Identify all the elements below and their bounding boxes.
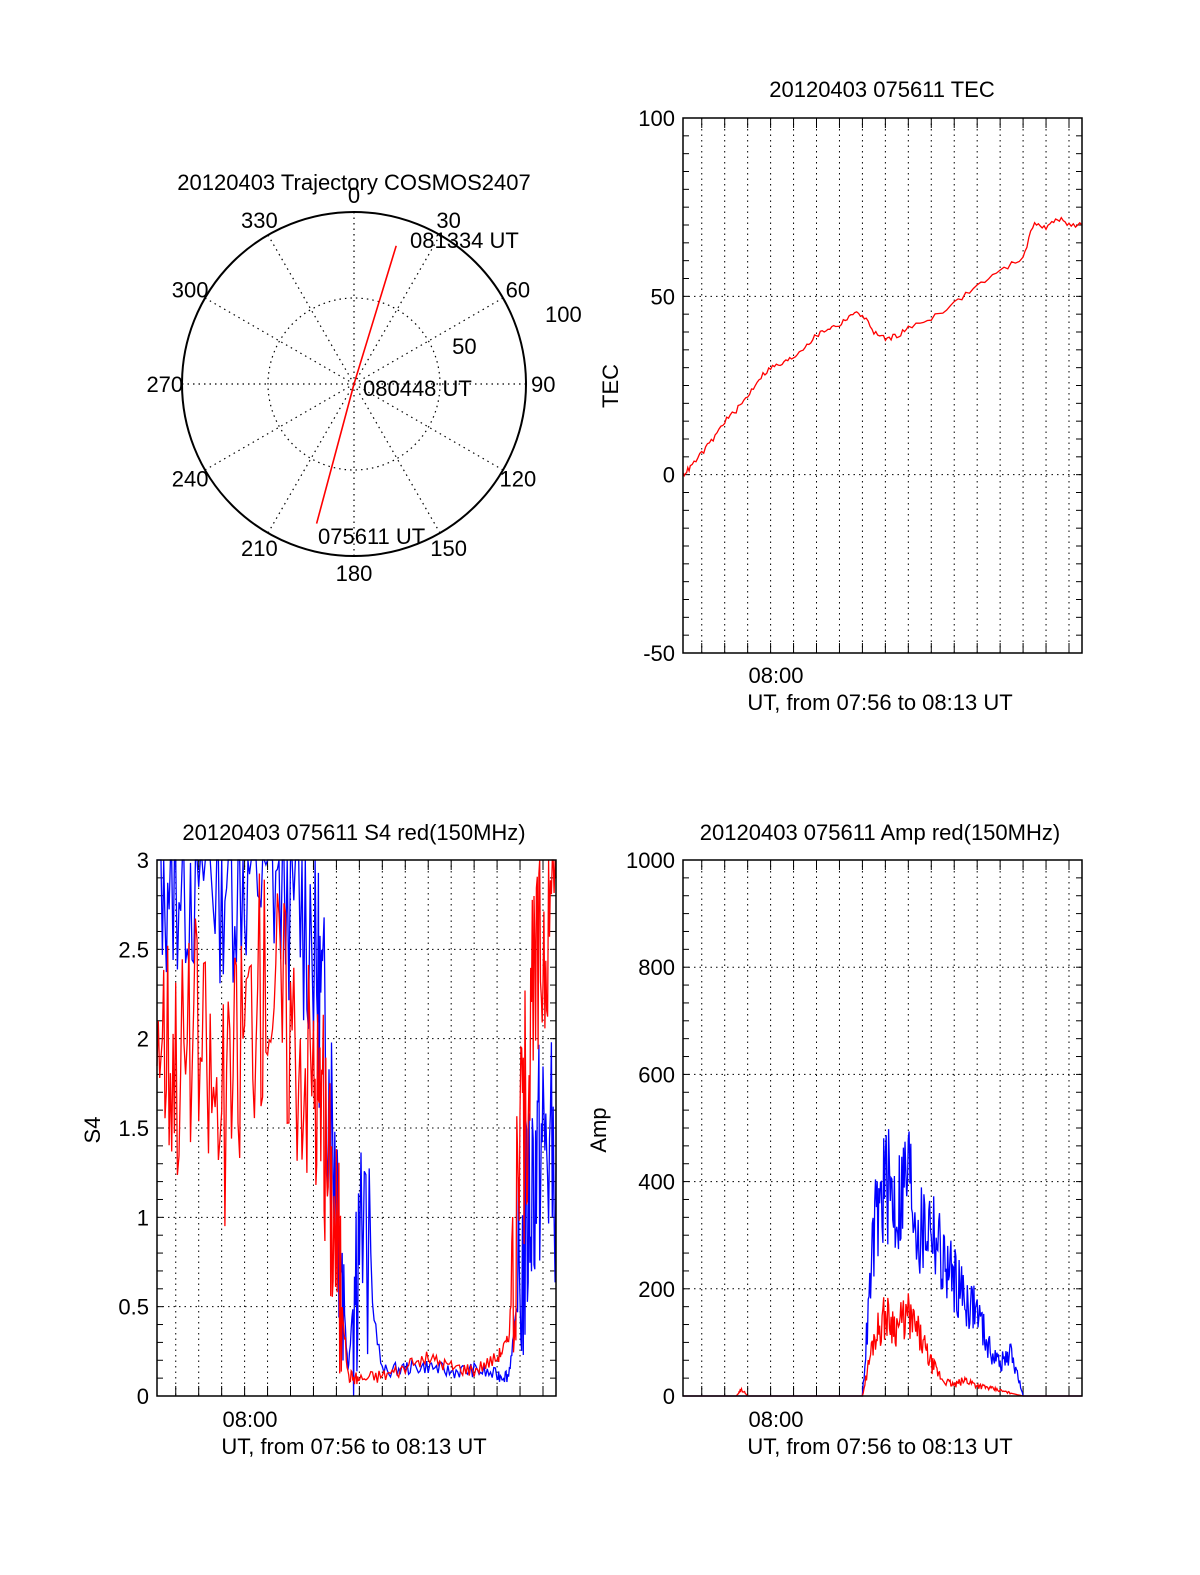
polar-azimuth-label-210: 210 — [241, 536, 278, 561]
amp-series-blue — [683, 1129, 1082, 1397]
tec-ytick-label-0: 0 — [663, 463, 675, 488]
polar-trajectory-panel: 20120403 Trajectory COSMOS2407 0 30 60 90 12… — [146, 170, 581, 586]
s4-plot-frame — [156, 859, 557, 1397]
tec-ylabel: TEC — [598, 364, 623, 408]
polar-azimuth-label-270: 270 — [146, 372, 183, 397]
amp-panel: 20120403 075611 Amp red(150MHz) UT, from… — [586, 820, 1083, 1459]
s4-xtick-label: 08:00 — [222, 1407, 277, 1432]
polar-azimuth-label-180: 180 — [336, 561, 373, 586]
tec-ytick-label-50: 50 — [651, 284, 675, 309]
tec-ytick-label-100: 100 — [638, 106, 675, 131]
polar-azimuth-label-90: 90 — [531, 372, 555, 397]
polar-azimuth-label-240: 240 — [172, 467, 209, 492]
s4-xlabel: UT, from 07:56 to 08:13 UT — [221, 1434, 486, 1459]
tec-title: 20120403 075611 TEC — [769, 77, 995, 102]
amp-xlabel: UT, from 07:56 to 08:13 UT — [747, 1434, 1012, 1459]
polar-azimuth-label-330: 330 — [241, 208, 278, 233]
s4-panel: 20120403 075611 S4 red(150MHz) UT, from … — [80, 820, 557, 1459]
polar-title: 20120403 Trajectory COSMOS2407 — [177, 170, 530, 195]
s4-ytick-label-1: 1 — [137, 1205, 149, 1230]
annotation-080448: 080448 UT — [363, 376, 472, 401]
amp-plot-frame — [682, 859, 1083, 1397]
polar-spoke-60 — [353, 297, 504, 385]
polar-spoke-120 — [353, 383, 504, 471]
s4-ytick-label-0: 0 — [137, 1384, 149, 1409]
polar-spoke-150 — [353, 383, 441, 534]
tec-plot-frame — [682, 117, 1083, 654]
amp-ytick-label-400: 400 — [638, 1170, 675, 1195]
s4-series-blue — [157, 859, 557, 1397]
amp-ytick-label-600: 600 — [638, 1062, 675, 1087]
polar-azimuth-label-120: 120 — [499, 467, 536, 492]
polar-trajectory-series — [315, 245, 397, 524]
polar-spoke-240 — [204, 383, 355, 471]
s4-ytick-label-2: 2 — [137, 1027, 149, 1052]
tec-ytick-label--50: -50 — [643, 641, 675, 666]
s4-ylabel: S4 — [80, 1117, 105, 1144]
amp-series-red — [683, 1293, 1082, 1397]
polar-azimuth-label-0: 0 — [348, 183, 360, 208]
amp-ytick-label-800: 800 — [638, 955, 675, 980]
polar-spoke-300 — [204, 297, 355, 385]
polar-inner-ring — [267, 297, 441, 471]
polar-azimuth-label-30: 30 — [436, 208, 460, 233]
amp-ylabel: Amp — [586, 1107, 611, 1152]
polar-azimuth-label-60: 60 — [506, 277, 530, 302]
amp-xtick-label: 08:00 — [748, 1407, 803, 1432]
polar-trajectory-line — [315, 245, 397, 524]
polar-azimuth-label-300: 300 — [172, 277, 209, 302]
amp-ytick-label-1000: 1000 — [626, 848, 675, 873]
polar-azimuth-label-150: 150 — [430, 536, 467, 561]
polar-spoke-330 — [267, 234, 355, 385]
polar-radial-label-50: 50 — [452, 334, 476, 359]
polar-spoke-210 — [267, 383, 355, 534]
tec-series-red — [682, 216, 1083, 478]
amp-ytick-label-0: 0 — [663, 1384, 675, 1409]
s4-ytick-label-2.5: 2.5 — [118, 937, 149, 962]
polar-azimuth-labels: 0 30 60 90 120 150 180 210 240 270 300 330 50 100 — [146, 183, 581, 586]
amp-title: 20120403 075611 Amp red(150MHz) — [700, 820, 1060, 845]
s4-ytick-label-1.5: 1.5 — [118, 1116, 149, 1141]
s4-ytick-label-0.5: 0.5 — [118, 1295, 149, 1320]
annotation-081334: 081334 UT — [410, 228, 519, 253]
s4-title: 20120403 075611 S4 red(150MHz) — [182, 820, 525, 845]
polar-spoke-30 — [353, 234, 441, 385]
tec-xlabel: UT, from 07:56 to 08:13 UT — [747, 690, 1012, 715]
polar-grid — [181, 211, 527, 557]
tec-panel: 20120403 075611 TEC UT, from 07:56 to 08… — [598, 77, 1083, 715]
polar-radial-label-100: 100 — [545, 302, 582, 327]
tec-xtick-label: 08:00 — [748, 663, 803, 688]
s4-series-red — [156, 859, 557, 1385]
annotation-075611: 075611 UT — [318, 524, 425, 549]
s4-ytick-label-3: 3 — [137, 848, 149, 873]
amp-ytick-label-200: 200 — [638, 1277, 675, 1302]
